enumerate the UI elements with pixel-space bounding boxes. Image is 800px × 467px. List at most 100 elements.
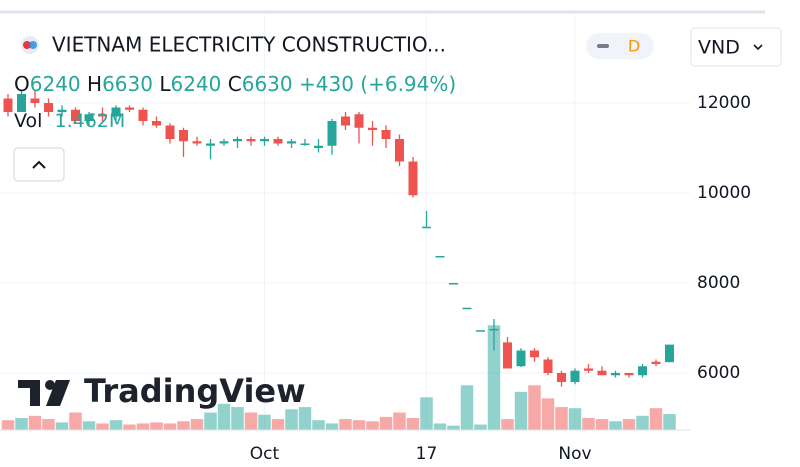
volume-bar [406,418,420,430]
candle-body [395,139,404,162]
candle-body [246,139,256,142]
volume-bar [460,385,474,430]
volume-bar [82,421,96,430]
candle-body [152,121,161,126]
volume-bar [379,416,393,430]
candle-body [3,98,13,113]
volume-bar [42,419,55,430]
logo-bar [18,380,40,388]
volume-bar [298,407,312,430]
volume-bar [177,421,190,430]
candle-body [341,116,350,126]
y-tick-label: 10000 [697,183,751,203]
candle-body [260,139,269,142]
candle-body [219,141,229,144]
status-pill [586,33,654,59]
x-tick-label: Oct [250,444,280,464]
x-tick-label: 17 [416,444,438,464]
volume-bar [609,421,622,430]
candle-body [381,130,391,140]
volume-bar [568,408,582,430]
logo-slash [46,380,70,406]
volume-bar [366,421,379,430]
volume-bar [244,412,258,430]
volume-bar [55,422,69,430]
candle-body [44,103,53,113]
volume-bar [541,398,555,430]
candle-body [206,143,215,146]
currency-label[interactable]: VND [698,37,740,59]
candle-body [57,109,67,113]
logo-stem [30,380,40,406]
candle-body [611,372,620,376]
candle-body [516,350,526,367]
symbol-icon-part [23,41,31,49]
status-dash [597,44,609,48]
volume-legend: Vol 1.462M [14,110,125,132]
volume-bar [217,403,231,430]
close-value: 6630 [242,72,293,96]
y-tick-label: 12000 [697,93,751,113]
candle-body [138,109,148,122]
volume-bar [474,424,487,430]
volume-bar [649,408,663,430]
candle-body [435,255,445,258]
candle-body [125,107,134,110]
volume-bar [595,419,609,430]
candle-body [84,114,94,122]
candle-body [530,350,539,358]
volume-bar [325,423,339,430]
volume-bar [393,412,406,430]
volume-bar [163,423,177,430]
candle-body [179,130,188,142]
candle-body [543,359,553,373]
volume-bar [69,412,82,430]
candle-body [98,114,107,117]
candle-body [273,139,283,144]
volume-bar [433,423,447,430]
candle-body [624,372,634,376]
close-label: C [228,72,242,96]
candle-body [300,143,310,146]
candle-body [503,342,512,369]
candle-body [422,226,431,229]
volume-bar [150,422,163,430]
volume-bar [501,419,514,430]
volume-bar [582,418,595,430]
volume-bar [285,409,298,430]
change-percent: (+6.94%) [360,72,456,96]
volume-bar [487,325,501,430]
candle-body [327,121,337,146]
candle-body [665,344,674,363]
watermark-text: TradingView [84,372,306,410]
volume-bar [663,414,676,430]
volume-bar [15,418,28,430]
volume-bar [352,420,366,430]
volume-bar [622,419,636,430]
volume-bar [190,419,204,430]
collapse-button[interactable] [13,147,65,182]
volume-bar [1,420,15,430]
volume-bar [555,407,568,430]
volume-bar [96,423,109,430]
volume-bar [271,419,285,430]
low-value: 6240 [170,72,221,96]
volume-bar [258,414,271,430]
volume-layer [1,325,676,430]
volume-bar [204,412,217,430]
volume-bar [28,415,42,430]
volume-bar [339,419,352,430]
symbol-title[interactable]: VIETNAM ELECTRICITY CONSTRUCTIO... [52,33,446,57]
y-tick-label: 8000 [697,273,740,293]
volume-label: Vol [14,110,42,132]
change: +430 [299,72,354,96]
candle-body [597,370,607,376]
high-label: H [87,72,102,96]
open-label: O [14,72,30,96]
dropdown-caret [753,44,763,51]
currency-dropdown[interactable] [690,27,782,67]
candle-body [557,372,566,382]
candle-body [111,107,121,117]
volume-bar [447,425,460,430]
candle-body [449,282,458,285]
